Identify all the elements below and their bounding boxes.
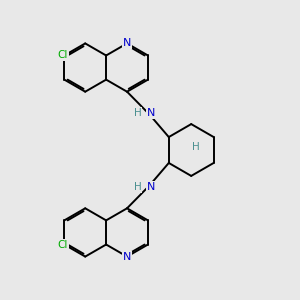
Text: Cl: Cl — [58, 50, 68, 61]
Text: N: N — [147, 108, 155, 118]
Text: N: N — [123, 38, 131, 48]
Text: H: H — [134, 182, 142, 192]
Text: H: H — [192, 142, 200, 152]
Text: N: N — [147, 182, 155, 192]
Text: H: H — [134, 108, 142, 118]
Text: Cl: Cl — [58, 239, 68, 250]
Text: N: N — [123, 252, 131, 262]
